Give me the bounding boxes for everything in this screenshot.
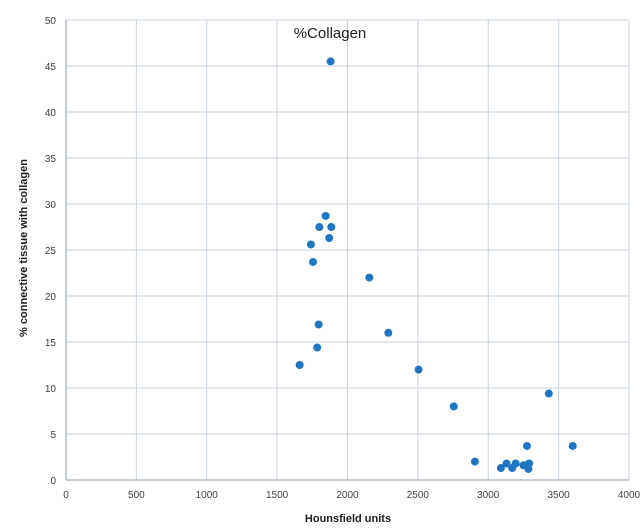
y-tick-label: 50 — [45, 16, 57, 27]
data-point — [365, 273, 374, 282]
data-point — [508, 464, 517, 473]
data-point — [449, 402, 458, 411]
data-points — [295, 57, 577, 473]
data-point — [496, 464, 505, 473]
data-point — [327, 223, 336, 231]
y-tick-label: 40 — [45, 108, 57, 119]
data-point — [313, 343, 322, 352]
data-point — [314, 320, 323, 329]
data-point — [325, 234, 334, 243]
data-point — [470, 457, 479, 466]
x-tick-label: 4000 — [618, 490, 641, 501]
y-tick-label: 15 — [45, 338, 57, 349]
x-tick-label: 0 — [63, 490, 69, 501]
y-tick-label: 30 — [45, 200, 57, 211]
x-tick-label: 2000 — [336, 490, 359, 501]
data-point — [414, 365, 423, 374]
data-point — [315, 223, 324, 231]
x-tick-label: 2500 — [407, 490, 430, 501]
y-axis-label: % connective tissue with collagen — [18, 159, 30, 337]
y-tick-label: 5 — [50, 430, 56, 441]
x-tick-label: 3500 — [548, 490, 571, 501]
x-tick-labels: 0 500 1000 1500 2000 2500 3000 3500 4000 — [63, 490, 640, 501]
y-tick-labels: 0 5 10 15 20 25 30 35 40 45 50 — [45, 16, 57, 487]
data-point — [295, 361, 304, 369]
y-tick-label: 25 — [45, 246, 57, 257]
y-tick-label: 20 — [45, 292, 57, 303]
y-tick-label: 35 — [45, 154, 57, 165]
x-tick-label: 1500 — [266, 490, 289, 501]
data-point — [568, 441, 577, 450]
data-point — [522, 441, 531, 450]
data-point — [384, 328, 393, 337]
y-tick-label: 0 — [50, 476, 56, 487]
y-tick-label: 10 — [45, 384, 57, 395]
x-tick-label: 3000 — [477, 490, 500, 501]
data-point — [306, 240, 315, 249]
data-point — [502, 459, 511, 468]
data-point — [309, 257, 318, 266]
grid-lines — [65, 19, 630, 481]
data-point — [544, 389, 553, 398]
chart-title: %Collagen — [294, 25, 367, 42]
y-tick-label: 45 — [45, 62, 57, 73]
x-axis-label: Hounsfield units — [305, 513, 391, 525]
data-point — [326, 57, 335, 66]
data-point — [524, 464, 533, 473]
data-point — [321, 211, 330, 220]
x-tick-label: 500 — [128, 490, 145, 501]
x-tick-label: 1000 — [196, 490, 219, 501]
axes — [65, 20, 629, 481]
